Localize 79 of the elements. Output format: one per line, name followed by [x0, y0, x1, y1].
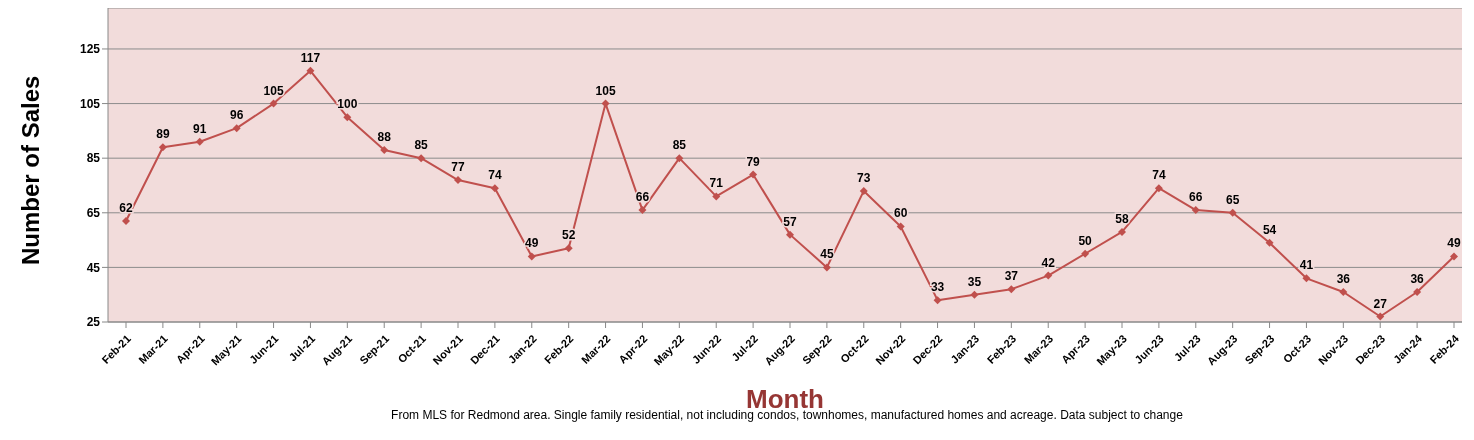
data-label: 79	[746, 154, 761, 169]
data-label: 74	[1152, 168, 1166, 183]
data-label: 57	[783, 214, 797, 229]
point	[1339, 287, 1348, 296]
data-label: 88	[377, 129, 392, 144]
point	[1191, 206, 1200, 215]
data-label: 74	[488, 168, 502, 183]
point	[1413, 287, 1422, 296]
data-label: 36	[1410, 271, 1425, 286]
data-label: 62	[119, 200, 133, 215]
data-label: 73	[857, 170, 871, 185]
point	[1044, 271, 1053, 280]
data-label: 85	[672, 138, 687, 153]
data-label: 36	[1336, 271, 1351, 286]
data-label: 66	[1189, 190, 1203, 205]
point	[1450, 252, 1458, 261]
point	[749, 170, 758, 179]
data-label: 49	[1447, 236, 1461, 251]
point	[380, 145, 389, 154]
point	[306, 66, 315, 75]
y-tick-label: 45	[86, 260, 101, 275]
data-label: 45	[820, 247, 834, 262]
y-axis-title: Number of Sales	[16, 75, 44, 265]
data-label: 50	[1078, 233, 1093, 248]
point	[490, 184, 499, 193]
point	[1302, 274, 1311, 283]
data-label: 71	[709, 176, 724, 191]
data-label: 41	[1299, 258, 1314, 273]
point	[675, 154, 684, 163]
data-label: 77	[451, 160, 465, 175]
data-label: 42	[1041, 255, 1056, 270]
data-label: 105	[263, 83, 284, 98]
point	[417, 154, 426, 163]
y-tick-label: 105	[79, 96, 101, 111]
point	[454, 176, 462, 185]
point	[712, 192, 721, 201]
data-label: 58	[1115, 211, 1129, 226]
y-tick-label: 65	[86, 206, 101, 221]
point	[158, 143, 167, 152]
data-label: 54	[1262, 222, 1277, 237]
point	[601, 99, 610, 108]
data-label: 35	[967, 274, 982, 289]
data-label: 117	[300, 50, 321, 65]
data-label: 89	[156, 127, 170, 142]
point	[1118, 227, 1126, 236]
y-tick-label: 85	[86, 151, 101, 166]
y-tick-label: 25	[86, 315, 101, 330]
point	[1154, 184, 1163, 193]
point	[564, 244, 573, 253]
point	[527, 252, 536, 261]
data-label: 91	[193, 121, 207, 136]
point	[896, 222, 905, 231]
point	[859, 186, 868, 195]
point	[1265, 238, 1274, 247]
data-label: 60	[893, 206, 908, 221]
data-label: 96	[229, 108, 244, 123]
data-label: 105	[595, 83, 616, 98]
point	[269, 99, 278, 108]
data-label: 33	[930, 280, 945, 295]
point	[1376, 312, 1385, 321]
point	[232, 124, 241, 133]
point	[638, 206, 647, 215]
y-tick-label: 125	[79, 42, 101, 57]
point	[1007, 285, 1016, 294]
point	[822, 263, 831, 272]
data-label: 37	[1004, 269, 1019, 284]
data-label: 65	[1225, 192, 1240, 207]
point	[933, 296, 942, 305]
point	[1228, 208, 1237, 217]
data-label: 27	[1373, 296, 1388, 311]
data-label: 49	[525, 236, 539, 251]
point	[786, 230, 794, 239]
data-label: 100	[337, 97, 358, 112]
point	[1081, 249, 1090, 258]
point	[970, 290, 979, 299]
point	[195, 137, 204, 146]
point	[343, 113, 352, 122]
data-label: 85	[414, 138, 429, 153]
point	[122, 216, 130, 225]
